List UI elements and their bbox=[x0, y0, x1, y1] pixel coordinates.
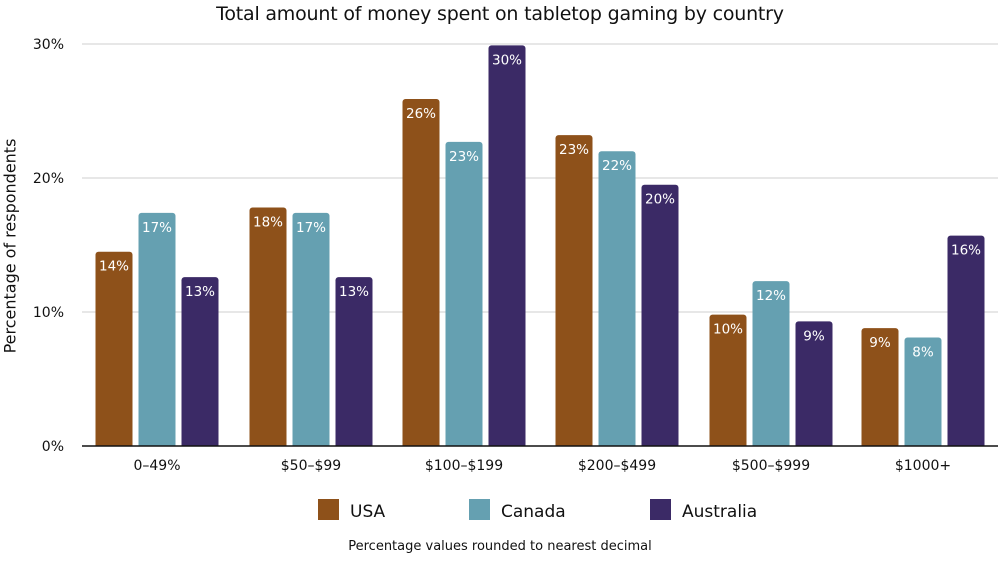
bar bbox=[402, 98, 440, 446]
data-label: 22% bbox=[602, 158, 632, 174]
data-label: 13% bbox=[339, 284, 369, 300]
bar bbox=[335, 277, 373, 446]
footnote: Percentage values rounded to nearest dec… bbox=[348, 539, 652, 554]
data-label: 17% bbox=[142, 220, 172, 236]
bar bbox=[95, 251, 133, 446]
bar-base bbox=[488, 442, 526, 446]
data-label: 12% bbox=[756, 288, 786, 304]
data-label: 9% bbox=[803, 328, 825, 344]
legend-swatch bbox=[469, 499, 490, 520]
data-label: 14% bbox=[99, 259, 129, 275]
data-label: 20% bbox=[645, 192, 675, 208]
bar bbox=[445, 141, 483, 446]
x-tick-label: $500–$999 bbox=[732, 458, 810, 474]
bar-base bbox=[861, 442, 899, 446]
data-label: 8% bbox=[912, 344, 934, 360]
legend-label: Australia bbox=[682, 502, 757, 522]
data-label: 9% bbox=[869, 335, 891, 351]
data-label: 18% bbox=[253, 214, 283, 230]
bar bbox=[795, 321, 833, 446]
legend-swatch bbox=[318, 499, 339, 520]
data-label: 17% bbox=[296, 220, 326, 236]
bar bbox=[709, 314, 747, 446]
data-label: 16% bbox=[951, 243, 981, 259]
bar bbox=[947, 235, 985, 446]
legend-label: USA bbox=[350, 502, 386, 522]
chart-title: Total amount of money spent on tabletop … bbox=[216, 3, 784, 25]
bar-base bbox=[598, 442, 636, 446]
bar-base bbox=[402, 442, 440, 446]
x-tick-label: $50–$99 bbox=[281, 458, 341, 474]
x-tick-label: 0–49% bbox=[133, 458, 180, 474]
y-tick-label: 30% bbox=[33, 37, 64, 53]
x-tick-label: $1000+ bbox=[895, 458, 951, 474]
bar-base bbox=[709, 442, 747, 446]
bar-base bbox=[138, 442, 176, 446]
bar-base bbox=[947, 442, 985, 446]
legend-label: Canada bbox=[501, 502, 566, 522]
bar-base bbox=[181, 442, 219, 446]
bar-base bbox=[335, 442, 373, 446]
bar bbox=[904, 337, 942, 446]
bar-base bbox=[904, 442, 942, 446]
bar bbox=[249, 207, 287, 446]
data-label: 23% bbox=[559, 142, 589, 158]
x-tick-label: $100–$199 bbox=[425, 458, 503, 474]
x-tick-label: $200–$499 bbox=[578, 458, 656, 474]
y-tick-label: 0% bbox=[42, 439, 64, 455]
bar-base bbox=[445, 442, 483, 446]
legend-swatch bbox=[650, 499, 671, 520]
bar bbox=[861, 328, 899, 446]
y-tick-label: 20% bbox=[33, 171, 64, 187]
bar bbox=[292, 212, 330, 446]
bar bbox=[181, 277, 219, 446]
bar-base bbox=[249, 442, 287, 446]
bar-base bbox=[795, 442, 833, 446]
bar-base bbox=[641, 442, 679, 446]
y-tick-label: 10% bbox=[33, 305, 64, 321]
bar-base bbox=[752, 442, 790, 446]
data-label: 10% bbox=[713, 322, 743, 338]
bar bbox=[138, 212, 176, 446]
bar bbox=[752, 281, 790, 446]
bar bbox=[488, 45, 526, 447]
bar-base bbox=[95, 442, 133, 446]
data-label: 13% bbox=[185, 284, 215, 300]
data-label: 26% bbox=[406, 106, 436, 122]
bar-base bbox=[292, 442, 330, 446]
bar bbox=[555, 135, 593, 446]
bar bbox=[598, 151, 636, 446]
data-label: 23% bbox=[449, 149, 479, 165]
data-label: 30% bbox=[492, 52, 522, 68]
bar bbox=[641, 184, 679, 446]
bar-base bbox=[555, 442, 593, 446]
